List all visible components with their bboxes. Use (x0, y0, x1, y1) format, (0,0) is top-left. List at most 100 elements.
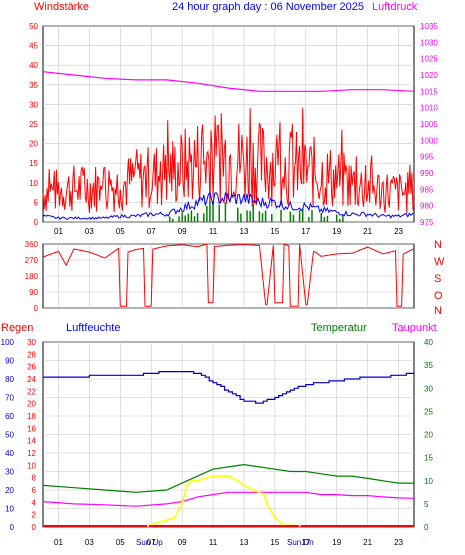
wind-ytick-label: 25 (29, 120, 38, 129)
pressure-ytick-label: 1035 (420, 22, 438, 31)
wind-xtick-label: 19 (332, 227, 341, 236)
climate-xtick-label: 19 (332, 538, 341, 547)
direction-label-n-bottom: N (434, 305, 442, 317)
wind-xtick-label: 03 (85, 227, 94, 236)
pressure-ytick-label: 975 (420, 218, 434, 227)
temperature-ytick-label: 30 (424, 384, 433, 393)
direction-label-w: W (434, 256, 445, 268)
wind-xtick-label: 09 (178, 227, 187, 236)
direction-label-n-top: N (434, 239, 442, 251)
wind-ytick-label: 50 (29, 22, 38, 31)
climate-xtick-label: 11 (209, 538, 218, 547)
rain-ytick-label: 12 (27, 449, 36, 458)
direction-series (42, 243, 415, 307)
wind-xtick-label: 15 (270, 227, 279, 236)
pressure-ytick-label: 1030 (420, 38, 438, 47)
temperature-ytick-label: 0 (424, 523, 429, 532)
temperature-ytick-label: 5 (424, 500, 429, 509)
temperature-ytick-label: 35 (424, 361, 433, 370)
rain-ytick-label: 14 (27, 437, 36, 446)
climate-xtick-label: 09 (178, 538, 187, 547)
temperature-ytick-label: 10 (424, 477, 433, 486)
humidity-ytick-label: 100 (1, 338, 15, 347)
chart-marks: 0510152025303540455097598098599099510001… (1, 22, 439, 547)
humidity-ytick-label: 90 (5, 357, 14, 366)
climate-xtick-label: 23 (394, 538, 403, 547)
temperature-ytick-label: 25 (424, 407, 433, 416)
dewpoint-series (42, 491, 415, 507)
direction-ytick-label: 360 (25, 240, 39, 249)
wind-xtick-label: 21 (363, 227, 372, 236)
pressure-ytick-label: 980 (420, 202, 434, 211)
direction-ytick-label: 270 (25, 256, 39, 265)
temperature-ytick-label: 40 (424, 338, 433, 347)
direction-label-o: O (434, 290, 443, 302)
climate-xtick-label: 03 (85, 538, 94, 547)
direction-ytick-label: 0 (34, 304, 39, 313)
wind-xtick-label: 07 (147, 227, 156, 236)
pressure-series (42, 71, 415, 92)
windstaerke-title: Windstärke (34, 1, 89, 13)
rain-ytick-label: 22 (27, 387, 36, 396)
wind-xtick-label: 23 (394, 227, 403, 236)
climate-xtick-label: 01 (54, 538, 63, 547)
direction-label-s: S (434, 273, 441, 285)
luftfeuchte-title: Luftfeuchte (66, 322, 120, 334)
wind-ytick-label: 45 (29, 42, 38, 51)
direction-ytick-label: 90 (29, 288, 38, 297)
sun-up-marker: Sun Up (136, 538, 163, 547)
humidity-ytick-label: 70 (5, 394, 14, 403)
temperature-ytick-label: 20 (424, 431, 433, 440)
humidity-ytick-label: 30 (5, 468, 14, 477)
wind-xtick-label: 11 (209, 227, 218, 236)
wind-ytick-label: 35 (29, 81, 38, 90)
luftdruck-title: Luftdruck (372, 1, 418, 13)
graph-title: 24 hour graph day : 06 November 2025 (172, 1, 364, 13)
wind-xtick-label: 01 (54, 227, 63, 236)
rain-ytick-label: 16 (27, 424, 36, 433)
rain-ytick-label: 4 (32, 498, 37, 507)
humidity-ytick-label: 60 (5, 412, 14, 421)
wind-ytick-label: 40 (29, 61, 38, 70)
pressure-ytick-label: 1025 (420, 55, 438, 64)
pressure-ytick-label: 1010 (420, 104, 438, 113)
pressure-ytick-label: 1005 (420, 120, 438, 129)
rain-ytick-label: 8 (32, 474, 37, 483)
pressure-ytick-label: 1015 (420, 87, 438, 96)
wind-ytick-label: 0 (34, 218, 39, 227)
humidity-ytick-label: 20 (5, 486, 14, 495)
rain-ytick-label: 30 (27, 338, 36, 347)
humidity-ytick-label: 10 (5, 505, 14, 514)
wind-ytick-label: 15 (29, 159, 38, 168)
humidity-ytick-label: 80 (5, 375, 14, 384)
climate-xtick-label: 13 (240, 538, 249, 547)
wind-average-series (42, 191, 415, 220)
climate-xtick-label: 15 (270, 538, 279, 547)
temperature-series (42, 463, 414, 493)
rain-ytick-label: 24 (27, 375, 36, 384)
wind-xtick-label: 17 (301, 227, 310, 236)
regen-title: Regen (1, 322, 33, 334)
pressure-ytick-label: 1000 (420, 136, 438, 145)
rain-ytick-label: 28 (27, 350, 36, 359)
climate-xtick-label: 21 (363, 538, 372, 547)
sun-down-marker: Sun Dn (287, 538, 314, 547)
climate-xtick-label: 17 (301, 538, 310, 547)
pressure-ytick-label: 995 (420, 153, 434, 162)
humidity-ytick-label: 40 (5, 449, 14, 458)
rain-ytick-label: 6 (32, 486, 37, 495)
wind-ytick-label: 5 (34, 198, 39, 207)
pressure-ytick-label: 990 (420, 169, 434, 178)
humidity-series (43, 371, 414, 404)
rain-ytick-label: 20 (27, 400, 36, 409)
climate-xtick-label: 05 (116, 538, 125, 547)
temperature-ytick-label: 15 (424, 454, 433, 463)
taupunkt-title: Taupunkt (392, 322, 437, 334)
rain-ytick-label: 2 (32, 511, 37, 520)
rain-ytick-label: 10 (27, 461, 36, 470)
humidity-ytick-label: 0 (10, 523, 15, 532)
humidity-ytick-label: 50 (5, 431, 14, 440)
rain-ytick-label: 18 (27, 412, 36, 421)
